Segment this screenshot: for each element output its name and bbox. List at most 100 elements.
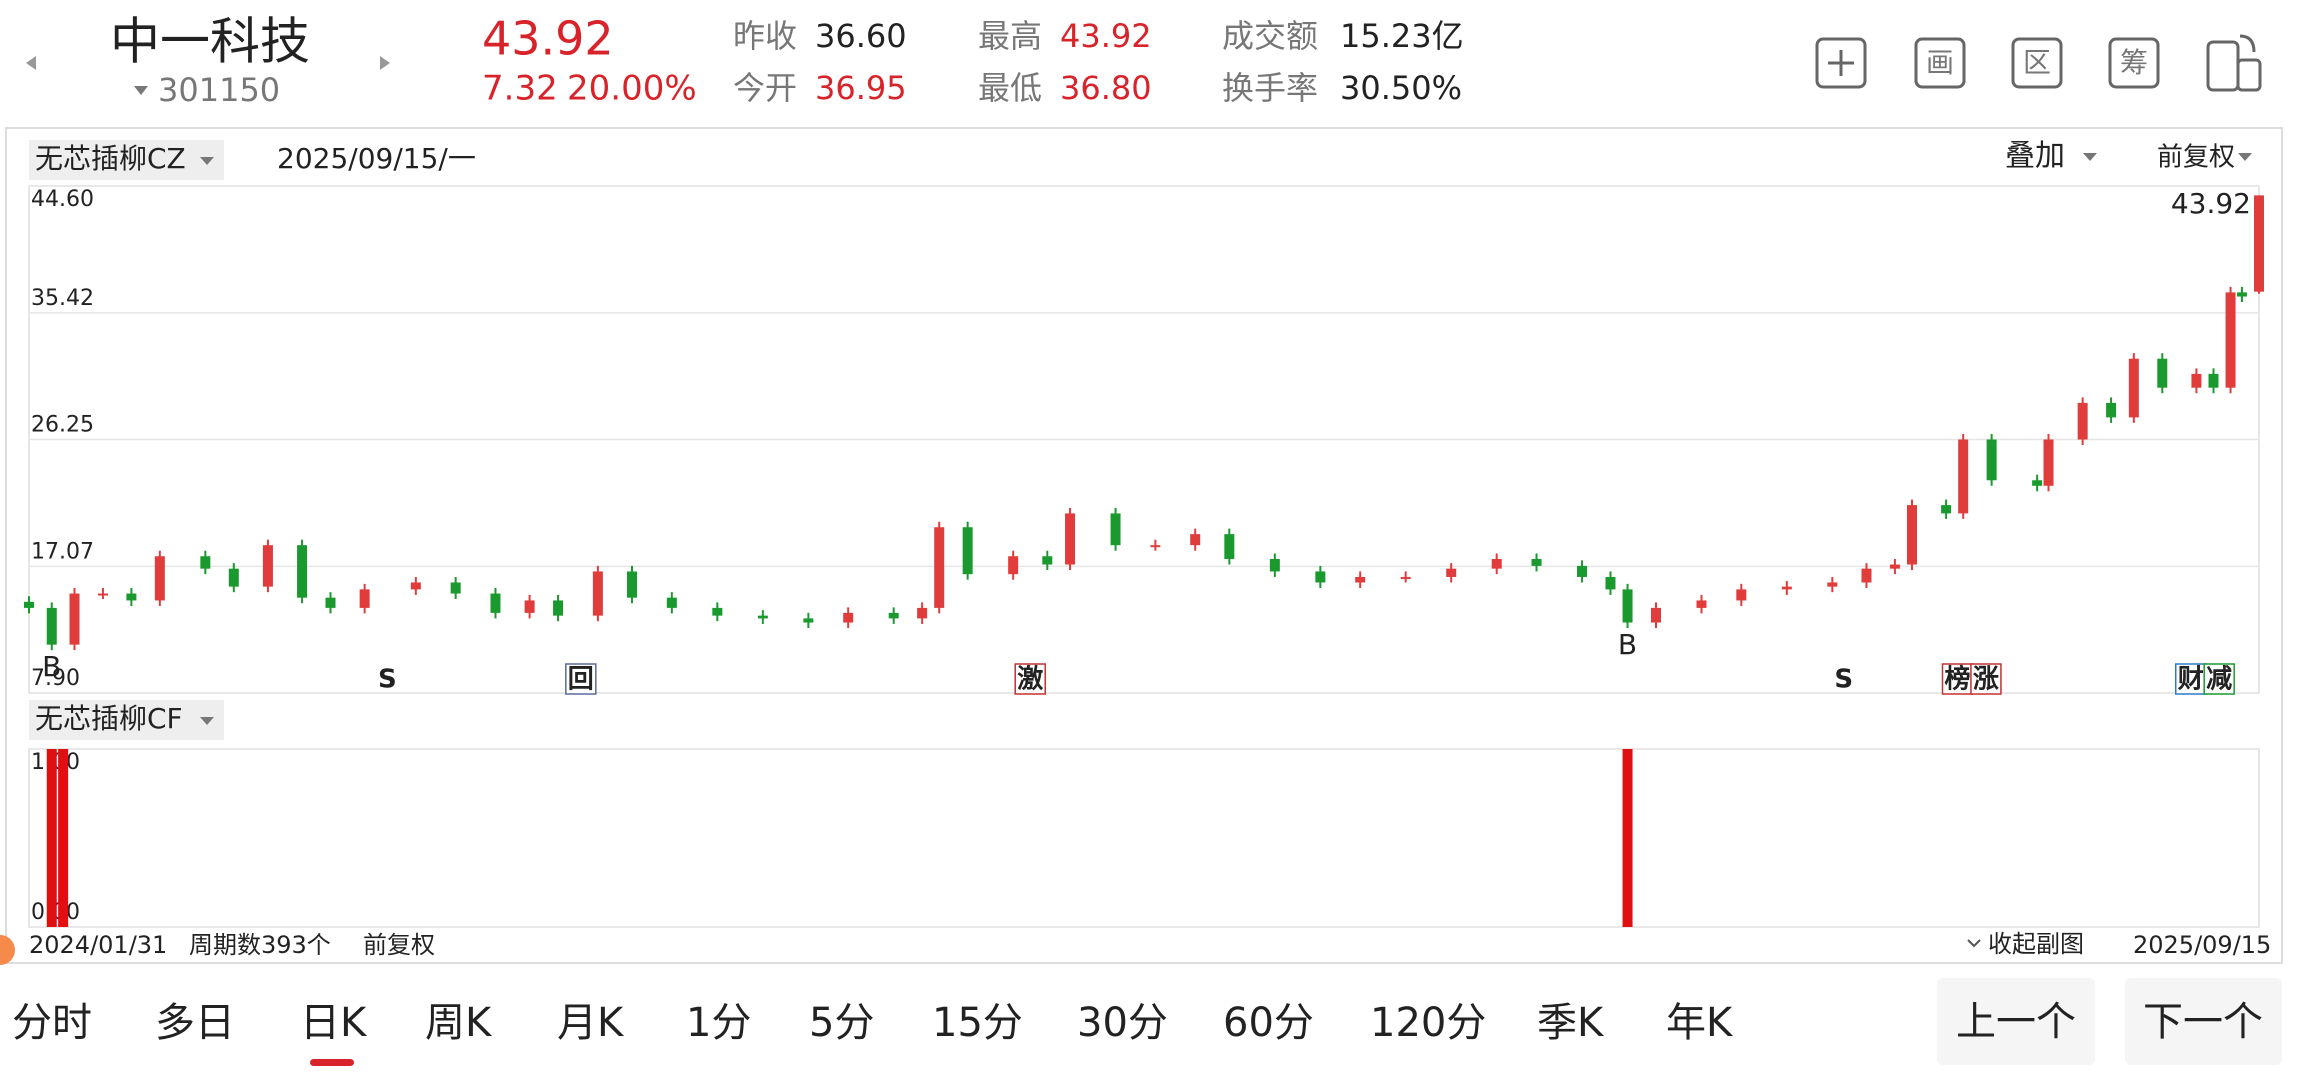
candle-body <box>297 545 308 598</box>
change: 7.32 <box>482 69 558 109</box>
handle[interactable] <box>0 935 15 965</box>
collapse-icon <box>1967 939 1981 948</box>
indicator-tag[interactable] <box>29 140 224 180</box>
candle-body <box>410 582 421 590</box>
candle-body <box>934 527 945 608</box>
tab[interactable]: 30分 <box>1077 1000 1168 1046</box>
annotation: S <box>1834 665 1853 695</box>
signal: B <box>42 650 61 683</box>
candle-body <box>712 607 723 616</box>
tab[interactable]: 1分 <box>686 1000 751 1046</box>
candle-body <box>962 527 973 575</box>
tool-button[interactable]: 筹 <box>2108 37 2160 89</box>
overlay[interactable]: 叠加 <box>2005 139 2065 174</box>
tool-button[interactable]: 区 <box>2011 37 2063 89</box>
change-pct: 20.00% <box>567 69 697 109</box>
y-tick-label: 26.25 <box>31 413 94 438</box>
candle-body <box>450 582 461 594</box>
annotation: 减 <box>2206 665 2232 695</box>
tab[interactable]: 多日 <box>155 1000 235 1046</box>
tab[interactable]: 15分 <box>932 1000 1023 1046</box>
candle-body <box>1224 534 1235 559</box>
annotation: 激 <box>1017 664 1043 695</box>
next-label: 下一个 <box>2143 999 2263 1045</box>
candle-body <box>1150 545 1161 548</box>
y-tick-label: 17.07 <box>31 539 94 564</box>
candle-body <box>2208 373 2219 388</box>
stat-value: 15.23亿 <box>1340 17 1464 55</box>
tool-label: 画 <box>1926 46 1954 79</box>
dropdown <box>200 717 214 725</box>
stat-label: 换手率 <box>1222 69 1318 107</box>
annotation-box <box>1014 663 1046 695</box>
indicator-tag[interactable] <box>29 700 224 740</box>
tab[interactable]: 周K <box>425 1000 493 1046</box>
candle-body <box>2157 358 2168 388</box>
tab[interactable]: 年K <box>1666 1000 1734 1046</box>
signal-bar <box>46 749 57 927</box>
prev-arrow[interactable] <box>26 56 36 70</box>
stock-name: 中一科技 <box>110 13 310 71</box>
tab[interactable]: 月K <box>557 1000 625 1046</box>
candle-body <box>2106 402 2117 418</box>
candle-body <box>1531 558 1542 566</box>
candle-body <box>1400 576 1411 579</box>
candle-body <box>627 571 638 598</box>
rotate-button[interactable] <box>2206 34 2262 92</box>
stat-value: 36.80 <box>1060 69 1152 107</box>
tab[interactable]: 5分 <box>809 1000 874 1046</box>
price: 43.92 <box>482 12 614 66</box>
next-button[interactable] <box>2125 978 2282 1065</box>
candle-body <box>200 556 211 569</box>
candle-body <box>46 607 57 645</box>
stat-value: 36.60 <box>815 17 907 55</box>
next-arrow[interactable] <box>380 56 390 70</box>
signal: B <box>1618 628 1637 661</box>
tool-label: 区 <box>2023 46 2051 79</box>
adjust[interactable]: 前复权 <box>2157 143 2235 173</box>
annotation-box <box>2203 663 2235 695</box>
candle-body <box>2032 480 2043 486</box>
candle-body <box>803 618 814 623</box>
candle-body <box>1736 589 1747 601</box>
tool-button[interactable]: 画 <box>1914 37 1966 89</box>
dropdown <box>200 157 214 165</box>
candle-body <box>1906 505 1917 565</box>
candle-body <box>359 589 370 608</box>
tab[interactable]: 季K <box>1537 1000 1605 1046</box>
candle-body <box>1110 513 1121 546</box>
collapse[interactable]: 收起副图 <box>1988 930 2084 958</box>
candle-body <box>490 593 501 613</box>
candle-body <box>1622 589 1633 623</box>
candle-body <box>154 556 165 601</box>
annotation: 财 <box>2178 665 2204 695</box>
prev-button[interactable] <box>1937 978 2095 1065</box>
tab[interactable]: 60分 <box>1223 1000 1314 1046</box>
candle-body <box>2128 358 2139 418</box>
stat-label: 成交额 <box>1222 17 1318 55</box>
end-date: 2025/09/15 <box>2133 931 2271 959</box>
candle-body <box>757 615 768 619</box>
annotation: S <box>378 665 397 695</box>
date: 2025/09/15/一 <box>277 142 476 175</box>
tab[interactable]: 分时 <box>12 1000 92 1046</box>
annotation-box <box>1941 663 1974 695</box>
dropdown[interactable] <box>134 86 148 95</box>
candle-body <box>1889 564 1900 569</box>
candle-body <box>1781 586 1792 590</box>
candle-body <box>592 571 603 616</box>
candle-body <box>325 597 336 608</box>
dropdown <box>2083 153 2097 161</box>
last-price: 43.92 <box>2171 187 2251 220</box>
add-button[interactable] <box>1815 37 1867 89</box>
tab[interactable]: 日K <box>300 1000 368 1046</box>
tab[interactable]: 120分 <box>1370 1000 1486 1046</box>
annotation-box <box>565 663 597 695</box>
stat-value: 30.50% <box>1340 69 1462 107</box>
annotation: 榜 <box>1944 664 1970 695</box>
candle-body <box>1827 582 1838 587</box>
candle-body <box>1008 556 1019 575</box>
annotation: 涨 <box>1973 665 1999 695</box>
tool-label: 筹 <box>2120 46 2148 79</box>
stat-label: 今开 <box>733 69 797 107</box>
